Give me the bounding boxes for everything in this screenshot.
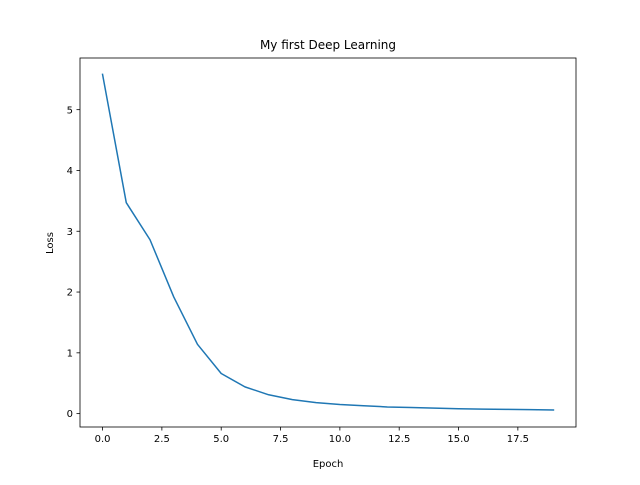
chart-title: My first Deep Learning — [260, 38, 396, 52]
y-tick-label: 0 — [67, 409, 73, 420]
x-tick-label: 12.5 — [388, 434, 410, 445]
x-axis-label: Epoch — [313, 459, 344, 470]
x-tick-label: 10.0 — [329, 434, 351, 445]
y-tick-label: 5 — [67, 105, 73, 116]
plot-area — [101, 73, 555, 411]
y-tick-label: 4 — [67, 166, 73, 177]
plot-frame — [79, 57, 577, 428]
y-axis-label: Loss — [45, 232, 56, 254]
series-line — [101, 73, 555, 411]
y-axis-ticks: 0 1 2 3 4 5 — [67, 105, 80, 420]
x-tick-label: 17.5 — [507, 434, 529, 445]
x-tick-label: 5.0 — [213, 434, 229, 445]
x-tick-label: 15.0 — [447, 434, 469, 445]
y-tick-label: 1 — [67, 348, 73, 359]
x-tick-label: 7.5 — [273, 434, 289, 445]
x-axis-ticks: 0.0 2.5 5.0 7.5 10.0 12.5 15.0 17.5 — [95, 427, 529, 445]
y-tick-label: 3 — [67, 227, 73, 238]
x-tick-label: 2.5 — [154, 434, 170, 445]
x-tick-label: 0.0 — [95, 434, 111, 445]
y-tick-label: 2 — [67, 288, 73, 299]
